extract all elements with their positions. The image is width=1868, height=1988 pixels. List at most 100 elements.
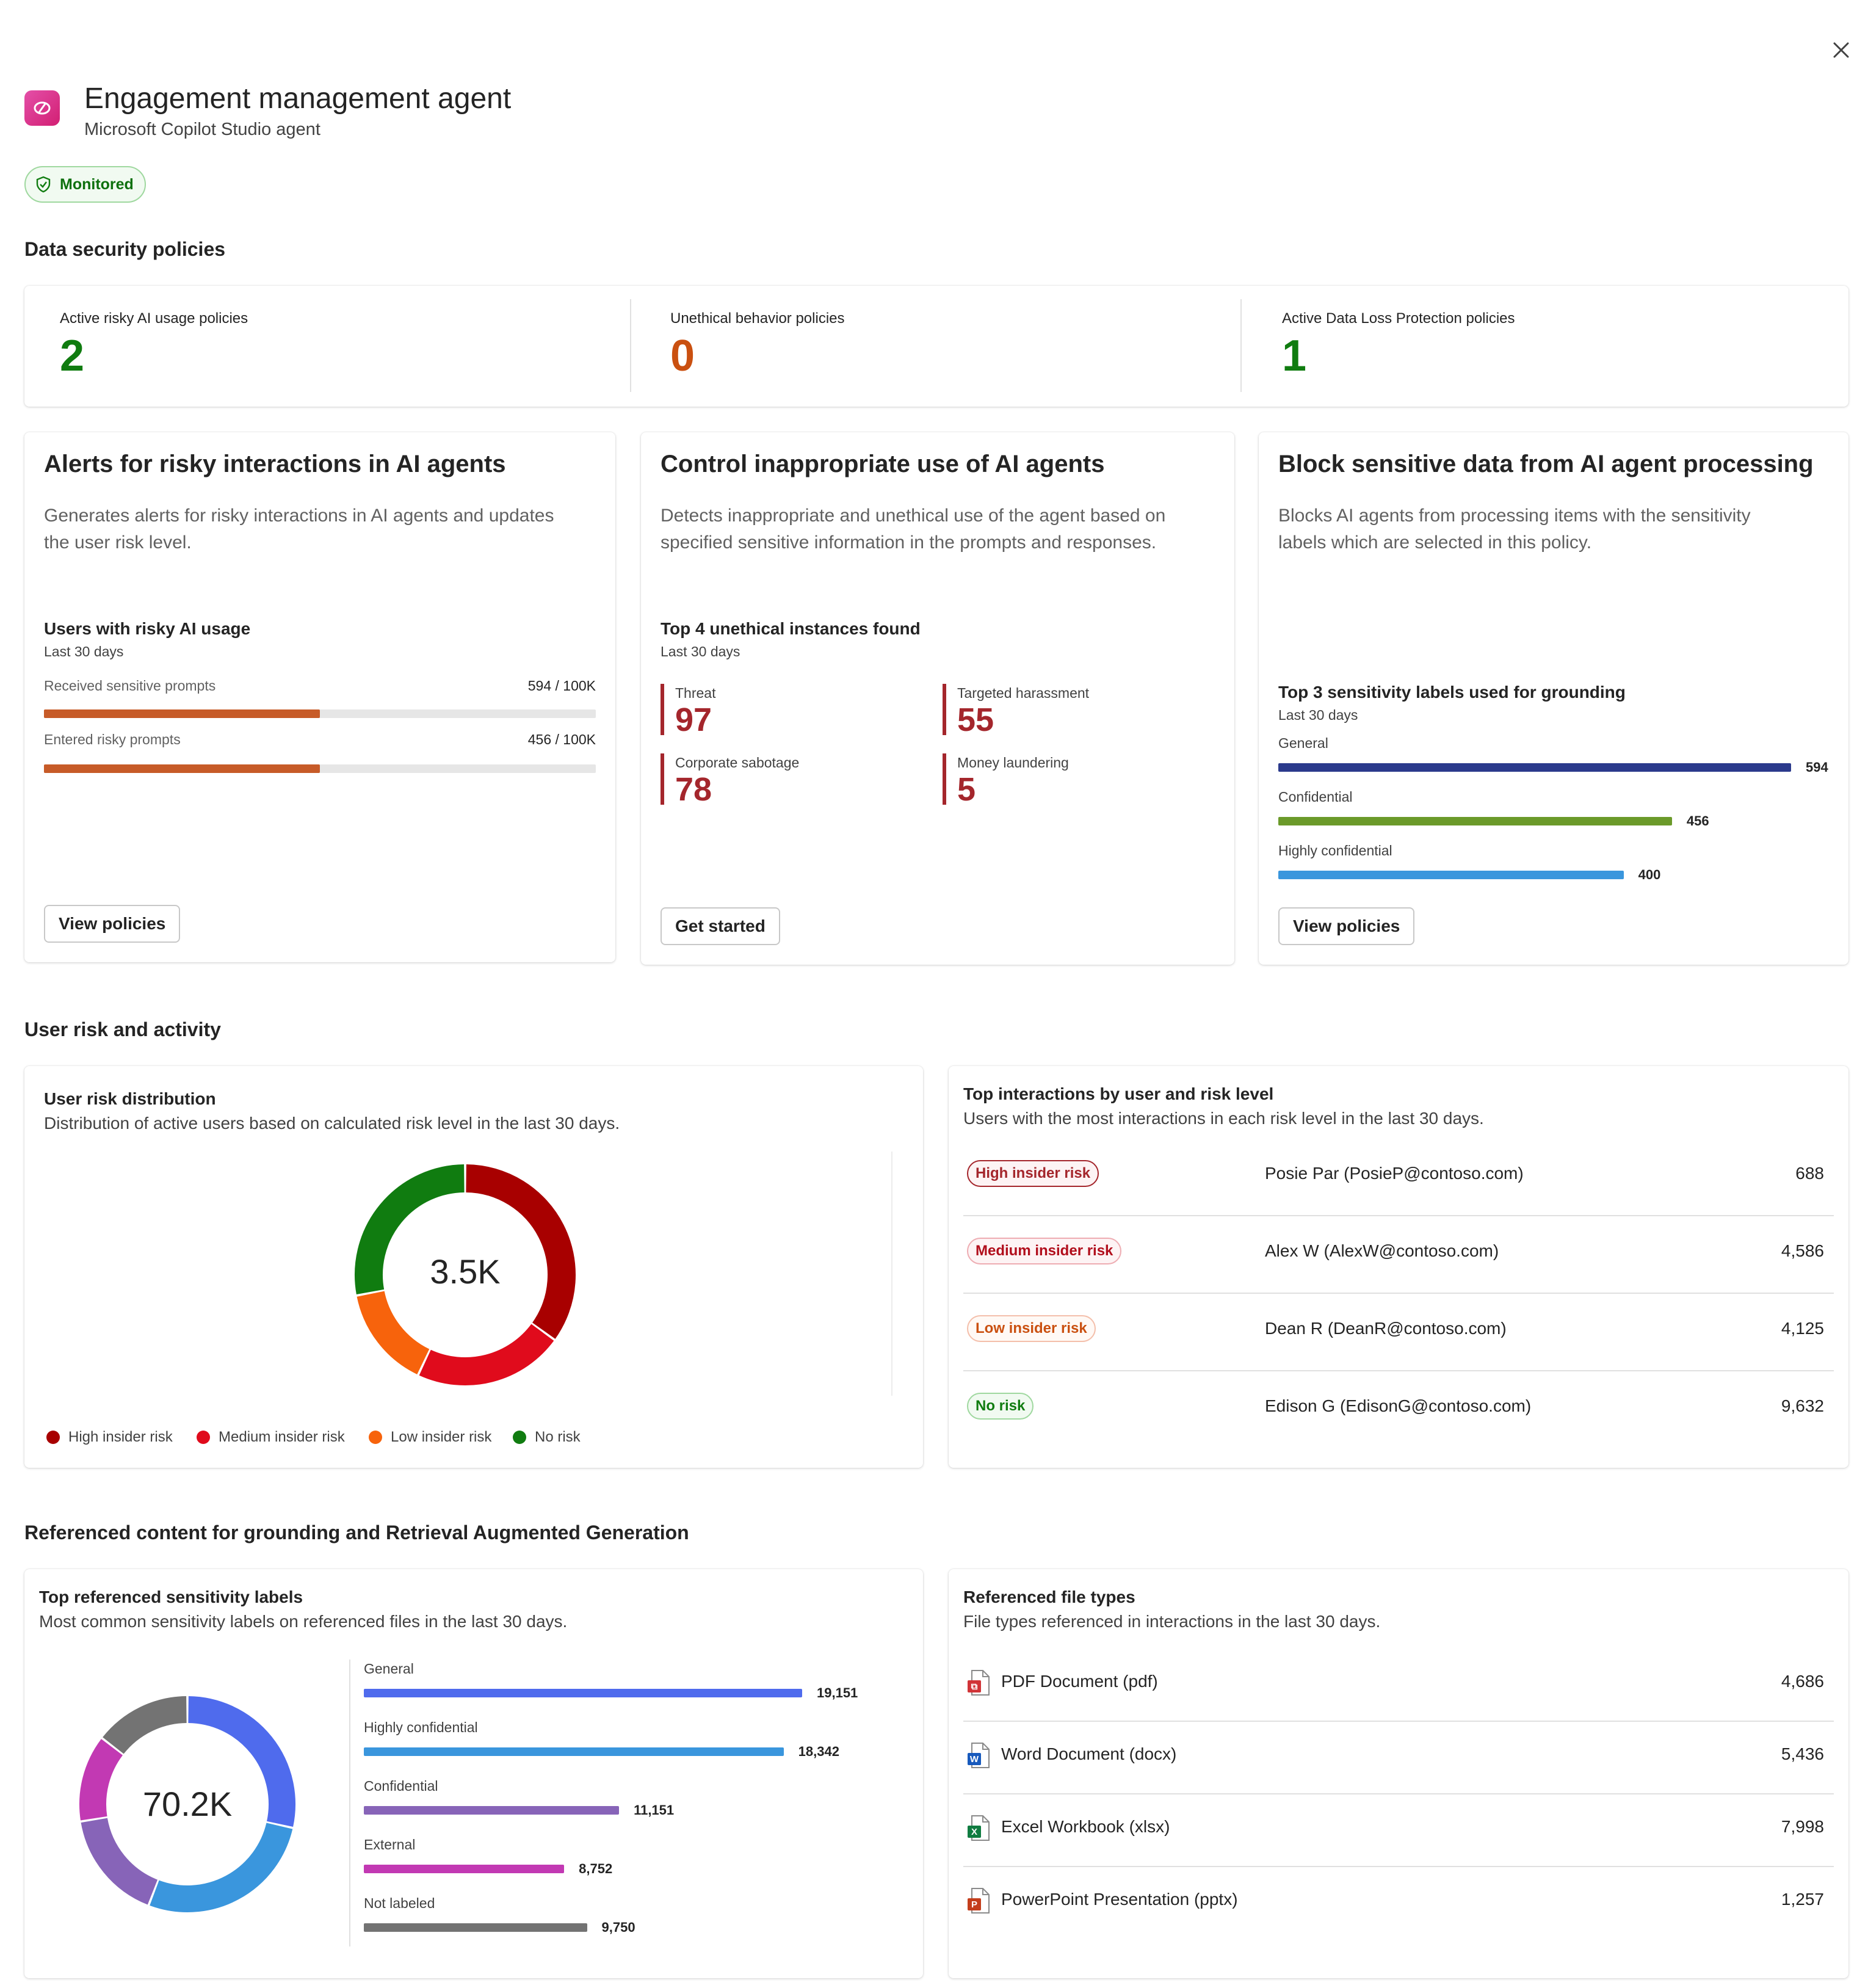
metric-period: Last 30 days [44, 644, 124, 659]
metric-accent [661, 684, 664, 735]
row-divider [963, 1793, 1834, 1794]
interaction-count: 9,632 [1781, 1396, 1824, 1415]
sensitivity-label-value: 400 [1638, 867, 1661, 882]
alerts-policy-card: Alerts for risky interactions in AI agen… [24, 432, 615, 962]
label-value: 8,752 [579, 1861, 613, 1876]
svg-text:X: X [971, 1827, 977, 1837]
label-name: Confidential [364, 1778, 438, 1794]
page-subtitle: Microsoft Copilot Studio agent [84, 120, 320, 139]
divider [630, 299, 631, 392]
stat-active-risky-ai: Active risky AI usage policies 2 [60, 310, 248, 381]
metric-period: Last 30 days [1278, 707, 1358, 723]
get-started-button[interactable]: Get started [661, 907, 780, 945]
user-name[interactable]: Posie Par (PosieP@contoso.com) [1265, 1164, 1524, 1183]
label-slice-0[interactable] [187, 1696, 295, 1827]
risk-slice-1[interactable] [419, 1324, 554, 1385]
user-risk-distribution-card: User risk distribution Distribution of a… [24, 1066, 923, 1468]
row-divider [963, 1370, 1834, 1371]
sensitivity-label-bar [1278, 817, 1672, 825]
card-title: Referenced file types [963, 1587, 1135, 1606]
stat-label: Active Data Loss Protection policies [1282, 310, 1515, 327]
label-name: General [364, 1661, 414, 1677]
interaction-count: 4,586 [1781, 1241, 1824, 1260]
file-type-name[interactable]: Word Document (docx) [1001, 1744, 1177, 1763]
instance-value: 55 [957, 702, 994, 738]
instance-value: 5 [957, 771, 976, 808]
risk-slice-0[interactable] [465, 1164, 576, 1339]
metric-title: Top 4 unethical instances found [661, 619, 921, 638]
stat-unethical-behavior: Unethical behavior policies 0 [670, 310, 845, 381]
label-bar[interactable] [364, 1689, 802, 1697]
referenced-file-types-card: Referenced file types File types referen… [949, 1569, 1848, 1978]
sensitivity-label-value: 456 [1686, 813, 1709, 829]
sensitivity-label-name: Highly confidential [1278, 843, 1392, 858]
metric-accent [661, 753, 664, 805]
card-description-line2: the user risk level. [44, 532, 192, 553]
bar-value: 456 / 100K [527, 731, 596, 747]
row-divider [963, 1866, 1834, 1867]
status-badge: Monitored [24, 166, 146, 203]
risk-slice-2[interactable] [357, 1291, 430, 1374]
legend-item[interactable]: Low insider risk [369, 1429, 491, 1446]
label-slice-1[interactable] [150, 1823, 293, 1912]
label-bar[interactable] [364, 1865, 565, 1873]
file-type-name[interactable]: Excel Workbook (xlsx) [1001, 1817, 1170, 1836]
legend-label: High insider risk [68, 1429, 173, 1445]
powerpoint-file-icon: P [967, 1887, 990, 1914]
label-name: Not labeled [364, 1895, 435, 1911]
card-title: Block sensitive data from AI agent proce… [1278, 451, 1814, 477]
label-slice-4[interactable] [103, 1696, 187, 1754]
stat-value: 2 [60, 332, 85, 380]
label-slice-2[interactable] [81, 1818, 158, 1905]
risk-level-badge: Medium insider risk [967, 1238, 1122, 1264]
stat-label: Unethical behavior policies [670, 310, 845, 327]
user-name[interactable]: Edison G (EdisonG@contoso.com) [1265, 1396, 1532, 1415]
risk-level-badge: Low insider risk [967, 1315, 1096, 1342]
sensitivity-label-bar [1278, 871, 1624, 879]
sensitivity-label-name: Confidential [1278, 789, 1353, 805]
legend-label: Medium insider risk [219, 1429, 345, 1445]
label-slice-3[interactable] [79, 1739, 123, 1821]
instance-label: Targeted harassment [957, 685, 1090, 701]
label-value: 19,151 [817, 1685, 858, 1700]
stat-value: 0 [670, 332, 695, 380]
legend-item[interactable]: No risk [513, 1429, 581, 1446]
file-type-count: 4,686 [1781, 1672, 1824, 1691]
data-security-section-title: Data security policies [24, 238, 226, 260]
pdf-file-icon: ⧉ [967, 1669, 990, 1696]
instance-value: 97 [675, 702, 712, 738]
instance-label: Money laundering [957, 755, 1069, 771]
divider [1240, 299, 1242, 392]
card-description-line2: labels which are selected in this policy… [1278, 532, 1592, 553]
risk-slice-3[interactable] [355, 1164, 465, 1295]
bar-label: Entered risky prompts [44, 731, 181, 747]
user-name[interactable]: Alex W (AlexW@contoso.com) [1265, 1241, 1499, 1260]
card-title: Top referenced sensitivity labels [39, 1587, 303, 1606]
shield-check-icon [34, 175, 52, 194]
label-bar[interactable] [364, 1747, 784, 1756]
user-name[interactable]: Dean R (DeanR@contoso.com) [1265, 1319, 1507, 1338]
sensitivity-label-bar [1278, 763, 1791, 772]
donut-center-label: 70.2K [142, 1785, 233, 1823]
label-bar[interactable] [364, 1806, 620, 1815]
file-type-name[interactable]: PowerPoint Presentation (pptx) [1001, 1890, 1238, 1909]
referenced-labels-card: Top referenced sensitivity labels Most c… [24, 1569, 923, 1978]
risk-level-badge: High insider risk [967, 1160, 1099, 1187]
label-name: External [364, 1837, 416, 1852]
legend-item[interactable]: High insider risk [46, 1429, 173, 1446]
svg-text:P: P [971, 1899, 977, 1910]
legend-dot [369, 1431, 382, 1444]
card-subtitle: Distribution of active users based on ca… [44, 1114, 620, 1133]
view-policies-button[interactable]: View policies [1278, 907, 1415, 945]
card-title: Control inappropriate use of AI agents [661, 451, 1105, 477]
card-subtitle: Users with the most interactions in each… [963, 1109, 1484, 1128]
view-policies-button[interactable]: View policies [44, 905, 181, 943]
close-icon[interactable] [1829, 38, 1853, 62]
metric-title: Top 3 sensitivity labels used for ground… [1278, 683, 1626, 702]
label-bar[interactable] [364, 1923, 587, 1932]
file-type-name[interactable]: PDF Document (pdf) [1001, 1672, 1158, 1691]
sensitivity-label-value: 594 [1806, 760, 1828, 775]
legend-item[interactable]: Medium insider risk [197, 1429, 345, 1446]
bar-value: 594 / 100K [527, 678, 596, 694]
bar-label: Received sensitive prompts [44, 678, 216, 694]
